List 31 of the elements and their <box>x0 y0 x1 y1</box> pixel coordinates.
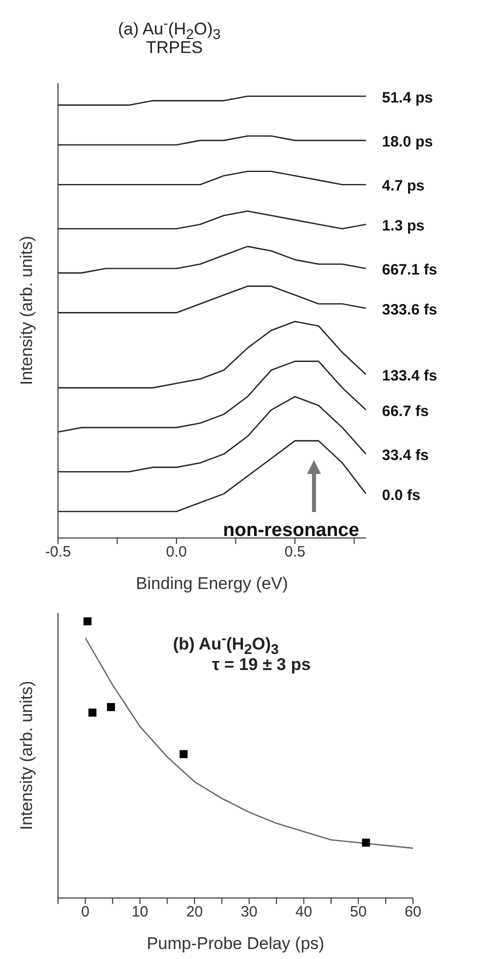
x-axis-title: Binding Energy (eV) <box>136 574 288 593</box>
point <box>180 750 188 758</box>
series-label: 0.0 fs <box>382 486 420 504</box>
series-label: 1.3 ps <box>382 217 425 234</box>
chart-subtitle: TRPES <box>146 38 203 58</box>
x-tick-label: 0.5 <box>284 544 306 561</box>
point <box>88 708 96 717</box>
x-tick-label: 10 <box>132 904 148 921</box>
series-label: 667.1 fs <box>382 262 438 279</box>
x-tick-label: 50 <box>350 904 367 921</box>
y-axis-title: Intensity (arb. units) <box>17 236 36 386</box>
series-label: 133.4 fs <box>382 368 438 385</box>
series-label: 4.7 ps <box>382 178 425 195</box>
series-label: 33.4 fs <box>382 447 429 464</box>
series-label: 51.4 ps <box>382 89 433 106</box>
x-tick-label: 60 <box>404 904 422 921</box>
annotation: non-resonance <box>223 520 360 542</box>
x-tick-label: 0 <box>81 904 90 921</box>
x-tick-label: 20 <box>186 904 203 921</box>
x-tick-label: 30 <box>240 904 258 921</box>
x-tick-label: 0.0 <box>166 544 187 561</box>
x-axis-title: Pump-Probe Delay (ps) <box>146 934 324 953</box>
series-label: 66.7 fs <box>382 402 429 420</box>
point <box>106 703 115 712</box>
x-tick-label: -0.5 <box>45 544 71 561</box>
series-label: 333.6 fs <box>382 301 438 318</box>
point <box>362 838 370 847</box>
x-tick-label: 40 <box>295 904 312 921</box>
point <box>83 617 92 626</box>
series-label: 18.0 ps <box>382 133 433 150</box>
y-axis-title: Intensity (arb. units) <box>17 680 36 830</box>
